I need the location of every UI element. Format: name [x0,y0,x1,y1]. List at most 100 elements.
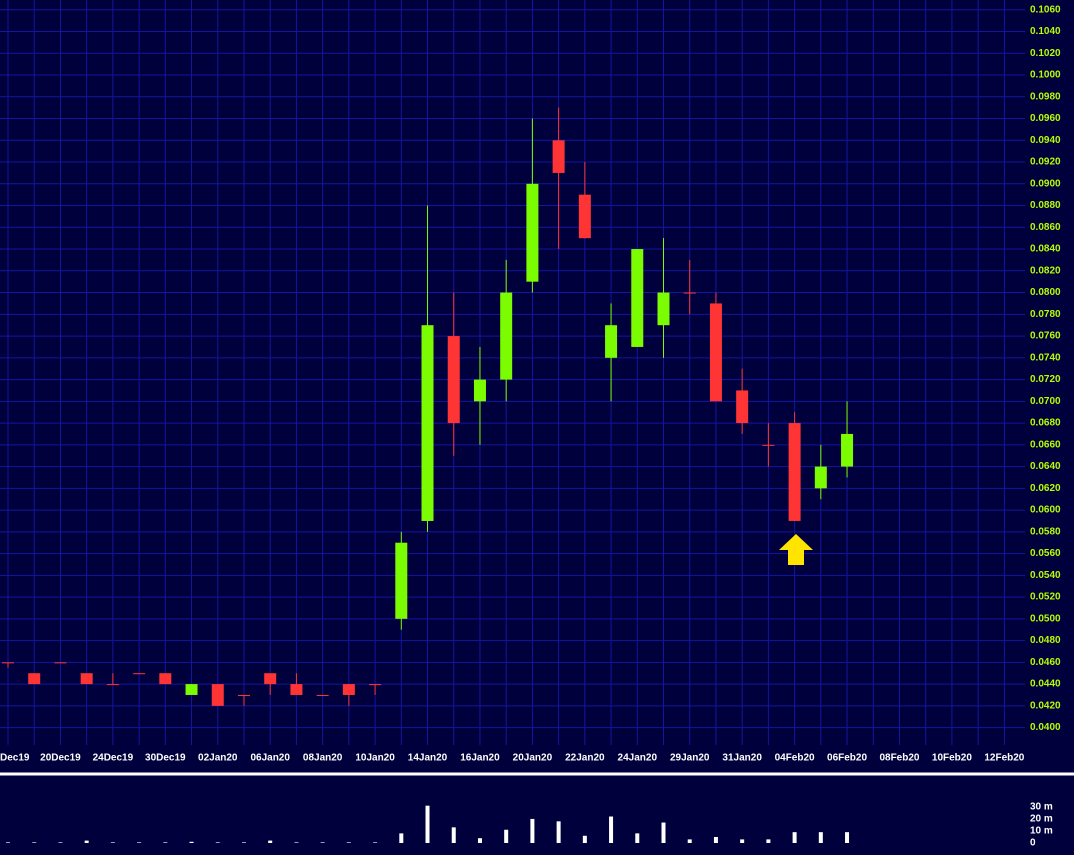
candle-body [106,684,119,686]
volume-bar [530,818,535,843]
y-tick-label: 0.0580 [1030,526,1061,537]
x-tick-label: 30Dec19 [145,753,186,764]
candle-body [133,673,146,675]
y-tick-label: 0.0660 [1030,439,1061,450]
candle-body [788,423,801,521]
candle-body [264,673,277,685]
x-tick-label: 10Jan20 [355,753,395,764]
volume-bar [425,805,430,843]
x-tick-label: 29Jan20 [670,753,710,764]
y-tick-label: 0.0900 [1030,178,1061,189]
x-tick-label: 16Jan20 [460,753,500,764]
x-tick-label: 06Feb20 [827,753,867,764]
candle-body [369,684,382,686]
x-tick-label: 08Jan20 [303,753,343,764]
y-tick-label: 0.0740 [1030,352,1061,363]
candle-body [526,183,539,282]
volume-bar [215,842,220,843]
volume-bar [740,839,745,843]
x-tick-label: 20Dec19 [40,753,81,764]
volume-bar [687,839,692,843]
volume-bar [661,822,666,843]
candle-body [762,444,775,446]
candle-body [631,249,644,347]
y-tick-label: 0 [1030,838,1036,849]
y-tick-label: 0.0440 [1030,679,1061,690]
x-tick-label: 06Jan20 [250,753,290,764]
volume-bar [504,829,509,843]
volume-bar [241,842,246,843]
candle-body [683,292,696,294]
volume-bar [609,816,614,843]
candle-body [80,673,93,685]
candle-body [841,433,854,467]
x-tick-label: 24Jan20 [618,753,658,764]
marks [2,107,854,843]
candle-body [211,684,224,706]
y-tick-label: 0.0780 [1030,309,1061,320]
arrow-annotation [779,534,813,565]
volume-bar [399,833,404,843]
y-tick-label: 0.0540 [1030,570,1061,581]
candle-body [473,379,486,402]
y-tick-label: 0.0600 [1030,505,1061,516]
y-tick-label: 0.0640 [1030,461,1061,472]
candle-body [342,684,355,695]
x-tick-label: 20Jan20 [513,753,553,764]
y-tick-label: 0.1000 [1030,70,1061,81]
candle-body [185,684,198,695]
x-tick-label: 22Jan20 [565,753,605,764]
volume-bar [556,821,561,843]
volume-bar [818,832,823,843]
volume-bar [58,842,63,843]
x-tick-label: 14Jan20 [408,753,448,764]
y-tick-label: 0.0840 [1030,244,1061,255]
y-tick-label: 0.1060 [1030,4,1061,15]
y-tick-label: 0.0420 [1030,700,1061,711]
y-tick-label: 0.0920 [1030,157,1061,168]
candle-body [447,336,460,424]
volume-bar [766,839,771,843]
candle-body [237,694,250,696]
candle-body [395,542,408,619]
candle-body [28,673,41,685]
candle-body [552,140,565,173]
candle-body [500,292,513,380]
y-tick-label: 0.0700 [1030,396,1061,407]
volume-bar [320,842,325,843]
x-tick-label: 04Feb20 [775,753,815,764]
y-tick-label: 0.1020 [1030,48,1061,59]
volume-bar [845,832,850,843]
volume-bar [294,842,299,843]
candle-body [54,662,67,664]
y-tick-label: 0.0560 [1030,548,1061,559]
y-tick-label: 0.0500 [1030,613,1061,624]
y-tick-label: 0.0860 [1030,222,1061,233]
y-tick-label: 0.0460 [1030,657,1061,668]
y-tick-label: 0.1040 [1030,26,1061,37]
candle-body [421,325,434,521]
volume-bar [635,833,640,843]
y-tick-label: 0.0680 [1030,418,1061,429]
volume-bar [137,842,142,843]
y-tick-label: 0.0800 [1030,287,1061,298]
volume-bar [6,842,10,843]
y-tick-label: 0.0760 [1030,331,1061,342]
y-tick-label: 0.0620 [1030,483,1061,494]
candle-body [290,684,303,695]
candle-body [159,673,172,685]
volume-bar [451,827,456,843]
volume-bar [163,842,168,843]
y-tick-label: 0.0940 [1030,135,1061,146]
y-tick-label: 0.0980 [1030,91,1061,102]
y-tick-label: 0.0400 [1030,722,1061,733]
candle-body [316,694,329,696]
x-tick-label: 12Feb20 [984,753,1024,764]
volume-bar [477,838,482,843]
x-tick-label: Dec19 [0,753,30,764]
candle-body [578,194,591,239]
candle-body [605,325,618,358]
